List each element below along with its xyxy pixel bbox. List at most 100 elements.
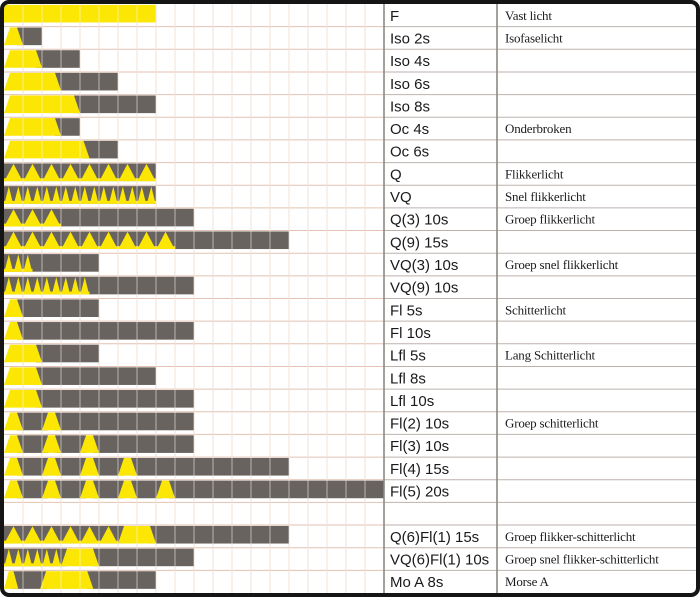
flicker-triangle — [61, 163, 80, 182]
eclipse-segment — [36, 390, 194, 408]
eclipse-segment — [131, 480, 162, 499]
flash-segment — [42, 412, 61, 431]
flicker-triangle — [156, 231, 175, 250]
row-code-label: Fl 5s — [390, 302, 423, 319]
row-code-label: Fl 10s — [390, 325, 431, 342]
pattern-row — [4, 50, 80, 68]
flicker-triangle — [137, 231, 156, 250]
flash-segment — [156, 480, 175, 499]
flicker-triangle — [13, 254, 23, 272]
flicker-triangle — [51, 277, 61, 295]
eclipse-segment — [12, 571, 47, 589]
row-code-label: Fl(3) 10s — [390, 438, 449, 455]
flicker-triangle — [118, 163, 137, 182]
flash-segment — [4, 299, 23, 317]
eclipse-segment — [17, 480, 48, 499]
row-description: Groep flikkerlicht — [505, 212, 595, 227]
eclipse-segment — [61, 208, 194, 227]
row-description: Isofaselicht — [505, 31, 563, 46]
row-code-label: VQ(3) 10s — [390, 257, 458, 274]
flicker-triangle — [13, 549, 23, 567]
flicker-triangle — [80, 526, 99, 544]
eclipse-segment — [87, 571, 156, 589]
flash-segment — [4, 72, 61, 91]
flicker-triangle — [42, 549, 52, 567]
flicker-triangle — [4, 231, 23, 250]
flicker-triangle — [23, 163, 42, 182]
flash-segment — [4, 435, 23, 453]
flicker-triangle — [99, 526, 118, 544]
eclipse-segment — [55, 435, 86, 453]
flash-segment — [42, 480, 61, 499]
row-code-label: Iso 6s — [390, 76, 430, 93]
pattern-row — [4, 231, 289, 250]
eclipse-segment — [55, 72, 118, 91]
flicker-triangle — [61, 186, 71, 204]
row-code-label: Fl(5) 20s — [390, 484, 449, 501]
row-description: Groep snel flikker-schitterlicht — [505, 552, 659, 567]
flash-segment — [80, 480, 99, 499]
pattern-row — [4, 344, 99, 363]
flicker-triangle — [13, 277, 23, 295]
flash-segment — [80, 457, 99, 476]
flicker-triangle — [4, 186, 14, 204]
flicker-base-strip — [4, 563, 61, 567]
pattern-row — [4, 72, 118, 91]
eclipse-segment — [131, 457, 289, 476]
flicker-triangle — [61, 526, 80, 544]
flicker-triangle — [4, 549, 14, 567]
row-description: Morse A — [505, 574, 550, 589]
row-code-label: Q(6)Fl(1) 15s — [390, 529, 479, 546]
pattern-row — [4, 208, 194, 227]
eclipse-segment — [36, 344, 99, 363]
row-code-label: Q(9) 15s — [390, 234, 448, 251]
row-code-label: Mo A 8s — [390, 574, 443, 591]
flicker-triangle — [23, 549, 33, 567]
row-code-label: Oc 4s — [390, 121, 429, 138]
eclipse-segment — [17, 322, 194, 340]
flicker-triangle — [23, 231, 42, 250]
row-code-label: VQ(6)Fl(1) 10s — [390, 552, 489, 569]
flicker-triangle — [137, 186, 147, 204]
eclipse-segment — [17, 299, 99, 317]
flicker-triangle — [89, 186, 99, 204]
row-code-label: Oc 6s — [390, 144, 429, 161]
flicker-triangle — [108, 186, 118, 204]
flicker-triangle — [23, 526, 42, 544]
row-description: Groep flikker-schitterlicht — [505, 529, 636, 544]
flicker-triangle — [99, 231, 118, 250]
pattern-row — [4, 276, 194, 295]
row-description: Snel flikkerlicht — [505, 189, 586, 204]
flicker-triangle — [80, 163, 99, 182]
flash-segment — [4, 118, 61, 136]
flicker-triangle — [23, 277, 33, 295]
eclipse-segment — [17, 457, 48, 476]
flicker-triangle — [42, 231, 61, 250]
flash-segment — [42, 435, 61, 453]
row-description: Vast licht — [505, 8, 552, 23]
flicker-triangle — [146, 186, 156, 204]
row-code-label: Fl(4) 15s — [390, 461, 449, 478]
row-code-label: Iso 2s — [390, 31, 430, 48]
light-diagram: F Vast licht Iso 2s Isofaselicht Iso 4s Iso 6… — [4, 4, 696, 593]
eclipse-segment — [36, 367, 156, 385]
flash-segment — [118, 457, 137, 476]
eclipse-segment — [89, 276, 194, 295]
flash-segment — [4, 322, 23, 340]
eclipse-segment — [55, 412, 194, 431]
eclipse-segment — [74, 95, 156, 114]
pattern-row — [4, 457, 289, 476]
flash-segment — [42, 457, 61, 476]
row-code-label: Iso 8s — [390, 98, 430, 115]
flicker-triangle — [51, 549, 61, 567]
row-code-label: Lfl 5s — [390, 348, 426, 365]
eclipse-segment — [83, 140, 118, 159]
flicker-triangle — [13, 186, 23, 204]
row-description: Flikkerlicht — [505, 166, 564, 181]
eclipse-segment — [17, 435, 48, 453]
pattern-row — [4, 254, 99, 272]
eclipse-segment — [169, 480, 384, 499]
row-description: Groep snel flikkerlicht — [505, 257, 619, 272]
row-code-label: VQ — [390, 189, 412, 206]
